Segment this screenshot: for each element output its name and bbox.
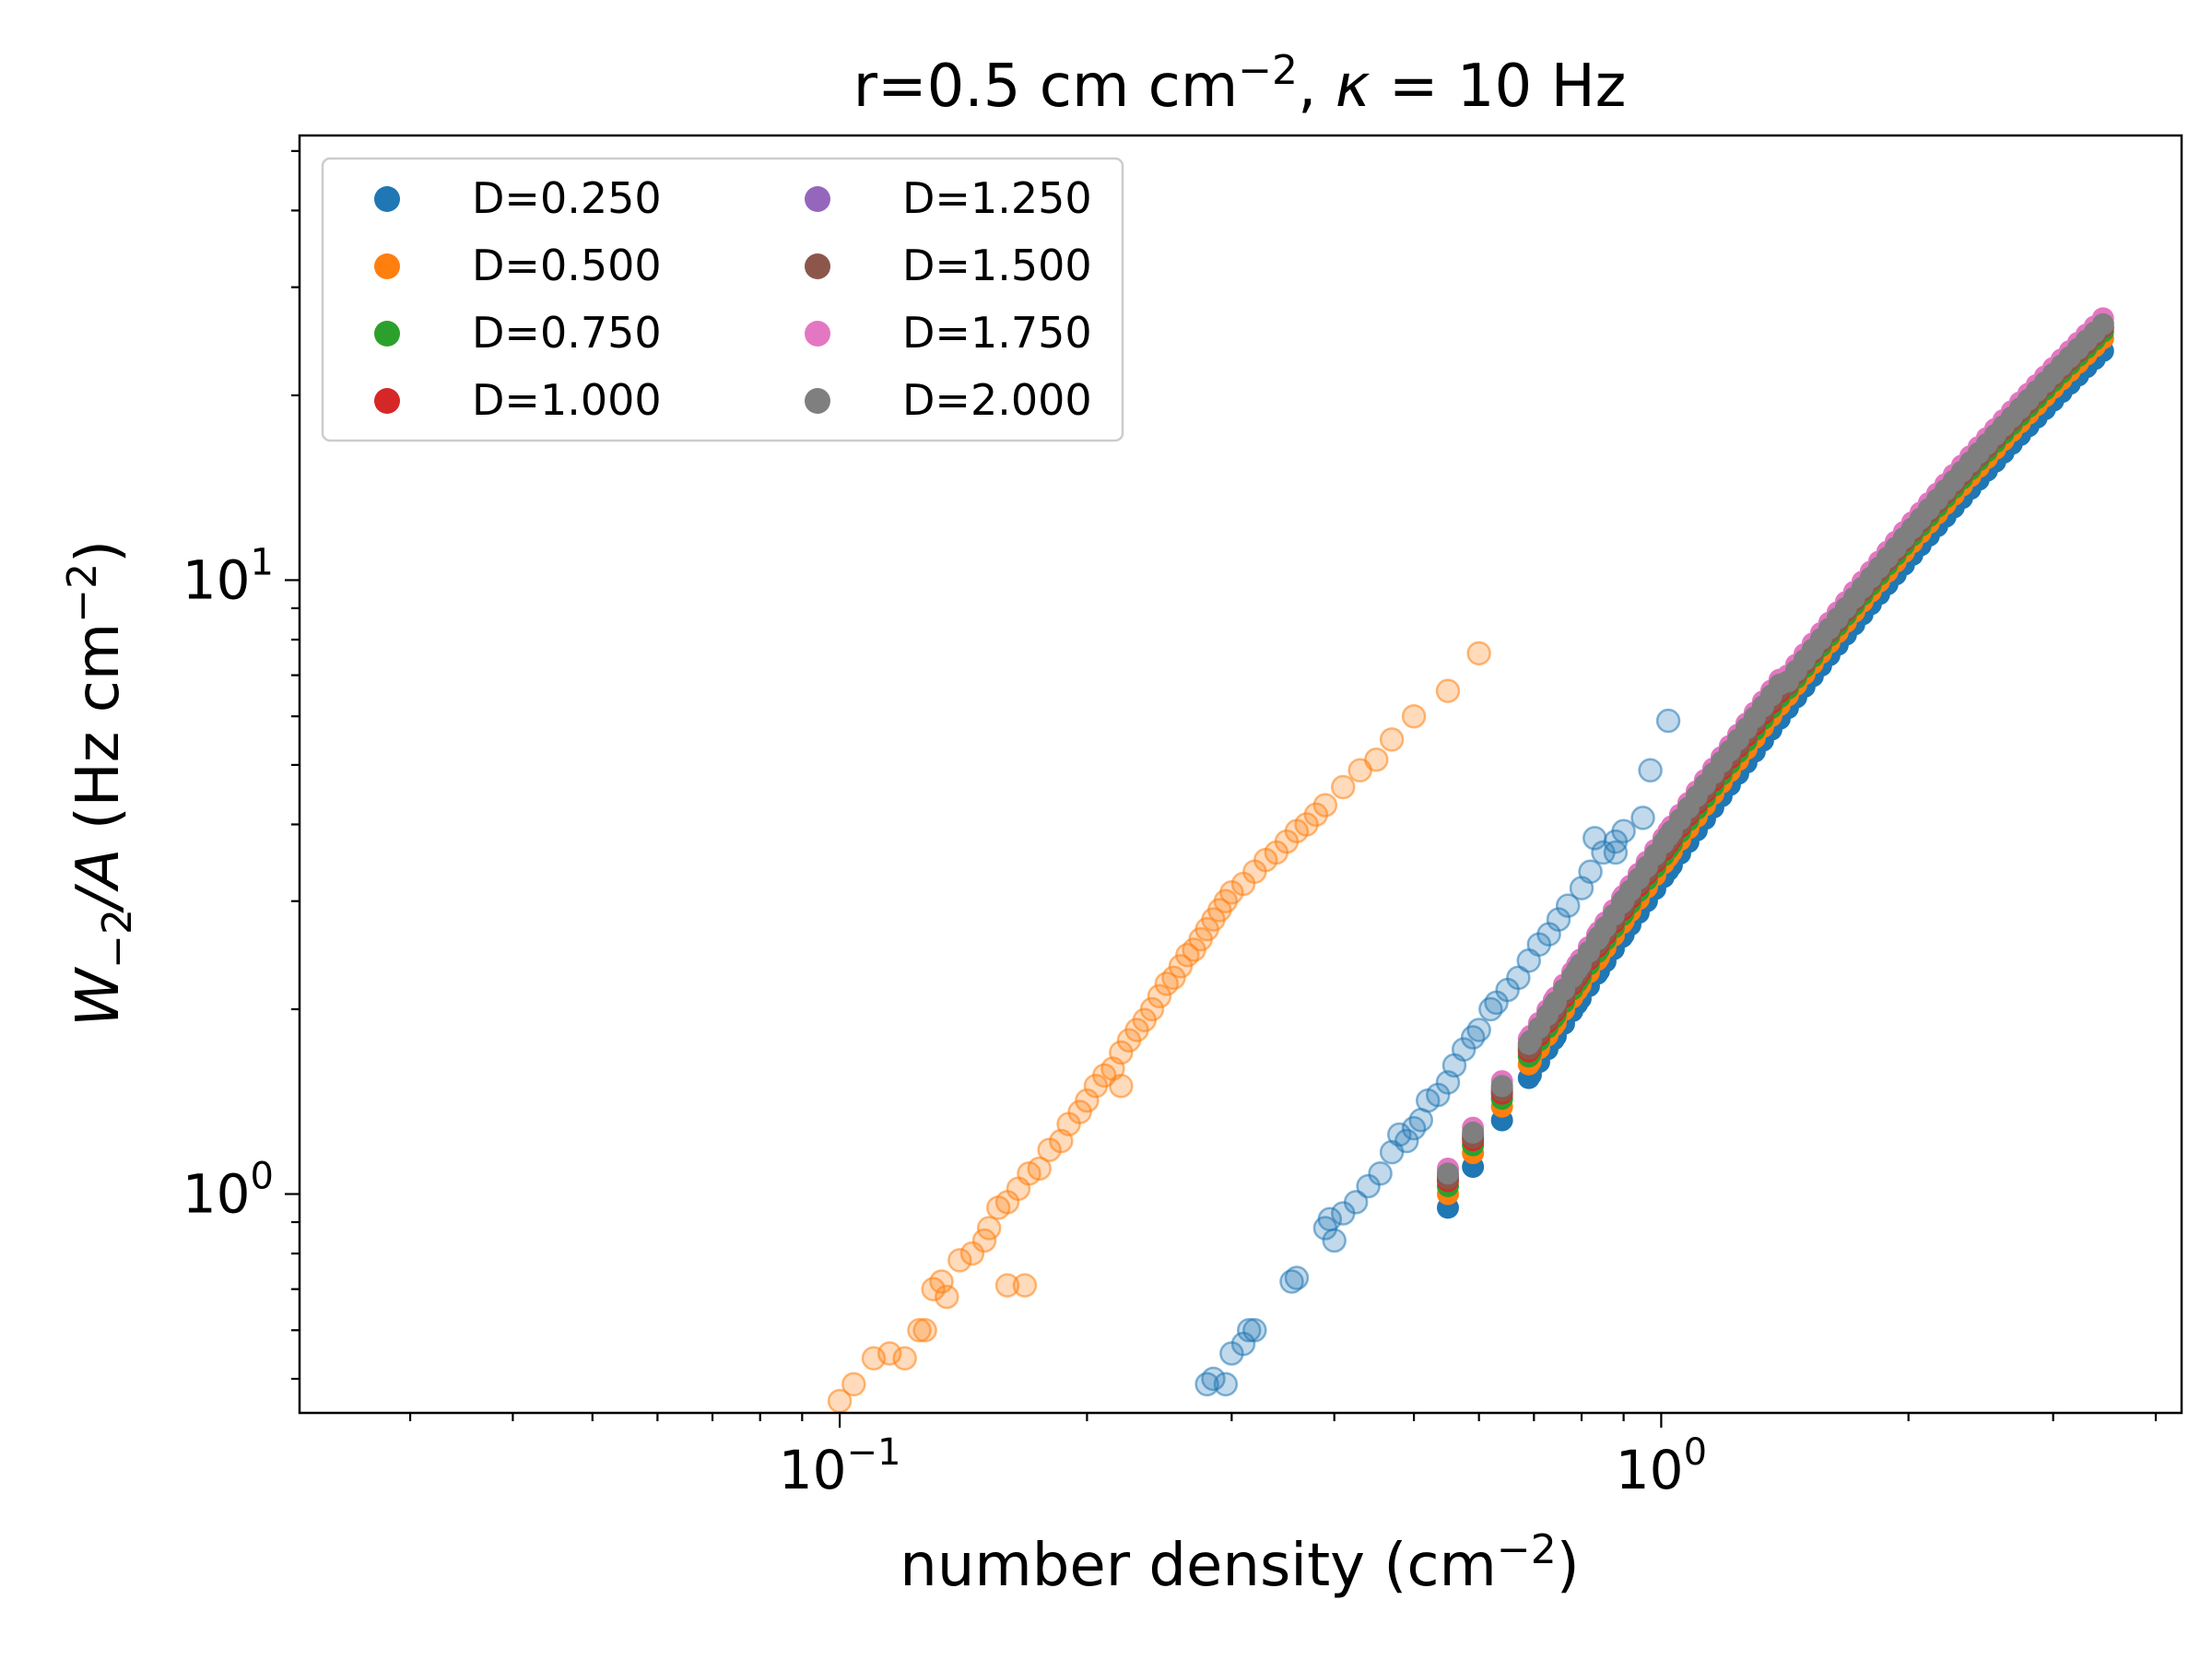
faded-data-point bbox=[1435, 678, 1461, 703]
data-points bbox=[827, 307, 2114, 1414]
faded-data-point bbox=[947, 1248, 972, 1273]
x-axis-label: number density (cm−2) bbox=[900, 1526, 1579, 1600]
x-tick-label: 10−1 bbox=[779, 1431, 901, 1501]
legend-marker bbox=[374, 321, 400, 347]
x-label-superscript: −2 bbox=[1497, 1526, 1557, 1573]
faded-data-point bbox=[1236, 1318, 1262, 1343]
faded-data-point bbox=[1027, 1156, 1052, 1182]
faded-data-point bbox=[971, 1228, 997, 1253]
legend-label: D=1.500 bbox=[902, 241, 1092, 290]
faded-data-point bbox=[1213, 1371, 1239, 1397]
x-label-main: number density (cm bbox=[900, 1532, 1497, 1600]
y-label-w: W bbox=[65, 966, 133, 1027]
faded-data-point bbox=[892, 1346, 917, 1371]
faded-data-point bbox=[1655, 708, 1681, 734]
y-tick-label: 100 bbox=[182, 1156, 274, 1226]
faded-data-point bbox=[1331, 774, 1356, 800]
y-axis-label: W−2/A (Hz cm−2) bbox=[59, 540, 141, 1027]
legend-marker bbox=[805, 321, 830, 347]
legend-marker bbox=[374, 388, 400, 414]
faded-data-point bbox=[912, 1318, 937, 1343]
x-tick-label: 100 bbox=[1616, 1431, 1707, 1501]
faded-data-point bbox=[1284, 1265, 1310, 1290]
x-axis-ticks: 10−1 100 bbox=[408, 1413, 2158, 1501]
legend-label: D=0.750 bbox=[472, 308, 662, 358]
legend-label: D=1.000 bbox=[472, 375, 662, 425]
faded-data-point bbox=[1555, 893, 1581, 918]
y-label-subscript: −2 bbox=[94, 909, 141, 969]
faded-data-point bbox=[1379, 727, 1405, 752]
faded-data-point bbox=[1312, 793, 1338, 818]
faded-data-point bbox=[1466, 641, 1491, 666]
faded-data-point bbox=[1109, 1073, 1134, 1099]
faded-data-point bbox=[1546, 907, 1571, 932]
title-main: r=0.5 cm cm bbox=[853, 53, 1238, 121]
faded-data-point bbox=[935, 1284, 959, 1310]
y-label-tail: ) bbox=[65, 540, 133, 563]
faded-data-point bbox=[841, 1371, 866, 1397]
faded-data-point bbox=[1368, 1160, 1393, 1186]
data-point bbox=[1462, 1121, 1485, 1144]
faded-data-point bbox=[1451, 1037, 1477, 1062]
legend-label: D=1.750 bbox=[902, 308, 1092, 358]
faded-data-point bbox=[1303, 802, 1329, 828]
faded-data-point bbox=[1394, 1128, 1419, 1154]
legend: D=0.250 D=0.500 D=0.750 D=1.000 D=1.250 D=1.5… bbox=[321, 157, 1124, 442]
legend-marker bbox=[374, 253, 400, 279]
faded-data-point bbox=[1466, 1018, 1491, 1042]
legend-label: D=2.000 bbox=[902, 375, 1092, 425]
faded-data-point bbox=[1578, 859, 1603, 885]
faded-data-point bbox=[1075, 1088, 1100, 1113]
title-kappa: κ bbox=[1335, 53, 1371, 121]
faded-data-point bbox=[1109, 1040, 1134, 1065]
faded-data-point bbox=[1161, 965, 1186, 991]
chart-title: r=0.5 cm cm−2, κ = 10 Hz bbox=[853, 47, 1627, 121]
data-point bbox=[2091, 312, 2114, 335]
faded-data-point bbox=[1139, 996, 1165, 1022]
y-axis-ticks: 100 101 bbox=[182, 149, 300, 1381]
legend-label: D=1.250 bbox=[902, 173, 1092, 223]
y-label-over-a: /A bbox=[65, 849, 133, 913]
faded-data-point bbox=[994, 1273, 1020, 1298]
y-label-superscript: −2 bbox=[59, 563, 106, 623]
faded-data-point bbox=[1583, 826, 1607, 851]
title-separator: , bbox=[1298, 53, 1335, 121]
faded-data-point bbox=[1638, 758, 1663, 783]
plot-frame bbox=[298, 134, 2183, 1415]
faded-data-point bbox=[1322, 1228, 1347, 1253]
legend-marker bbox=[805, 186, 830, 212]
legend-marker bbox=[805, 253, 830, 279]
faded-data-point bbox=[1364, 747, 1389, 772]
x-label-tail: ) bbox=[1557, 1532, 1580, 1600]
legend-label: D=0.250 bbox=[472, 173, 662, 223]
faded-data-point bbox=[1201, 1366, 1226, 1392]
faded-data-point bbox=[1630, 806, 1655, 830]
y-tick-label: 101 bbox=[182, 541, 274, 611]
legend-box bbox=[321, 157, 1124, 442]
faded-data-point bbox=[1343, 1190, 1369, 1215]
data-point bbox=[1490, 1075, 1513, 1098]
faded-data-point bbox=[1611, 818, 1636, 844]
faded-data-point bbox=[1012, 1273, 1038, 1298]
title-kappa-value: = 10 Hz bbox=[1370, 53, 1626, 121]
data-point bbox=[1436, 1162, 1459, 1185]
faded-data-point bbox=[929, 1269, 954, 1294]
faded-data-point bbox=[1242, 1318, 1267, 1343]
faded-data-point bbox=[976, 1216, 1002, 1241]
legend-marker bbox=[805, 388, 830, 414]
y-label-unit: (Hz cm bbox=[65, 623, 133, 849]
faded-data-point bbox=[907, 1318, 932, 1343]
legend-label: D=0.500 bbox=[472, 241, 662, 290]
title-superscript: −2 bbox=[1238, 47, 1298, 94]
legend-marker bbox=[374, 186, 400, 212]
faded-data-point bbox=[1401, 703, 1427, 729]
faded-data-point bbox=[877, 1341, 902, 1366]
faded-data-point bbox=[1147, 983, 1172, 1009]
faded-data-point bbox=[1603, 840, 1629, 865]
